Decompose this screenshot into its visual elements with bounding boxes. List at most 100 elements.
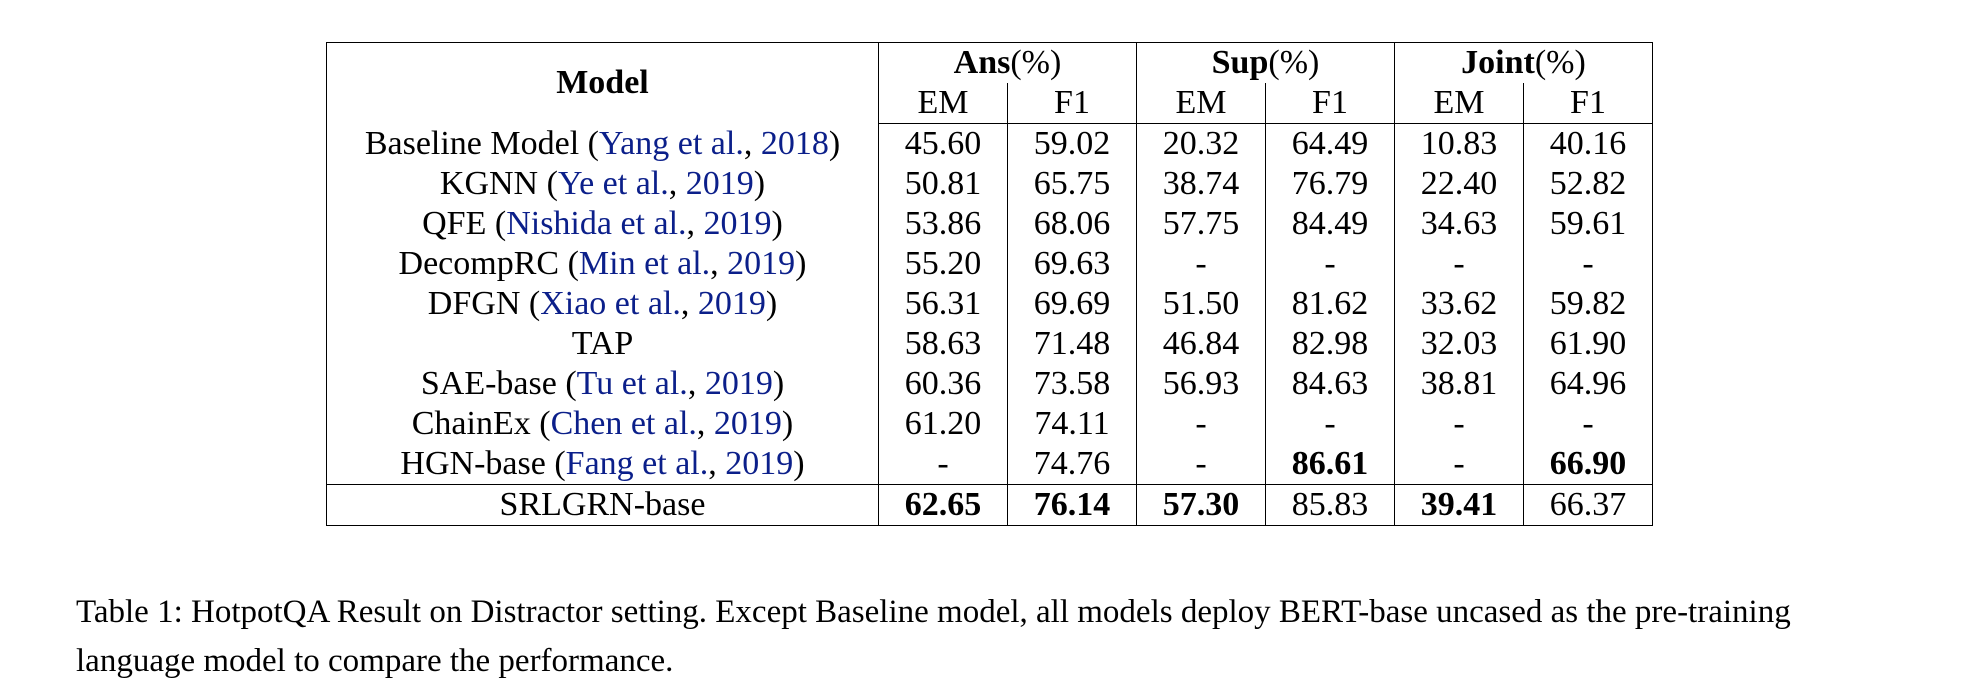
value-cell: 45.60 [904, 125, 982, 162]
value-cell: 22.40 [1420, 165, 1498, 202]
header-group-name: Ans [953, 44, 1011, 81]
value-cell: 64.96 [1523, 364, 1653, 404]
value-cell: 69.63 [1007, 244, 1137, 284]
citation-author-link[interactable]: Chen et al. [550, 405, 697, 442]
value-cell: 59.02 [1007, 123, 1137, 164]
value-cell: 68.06 [1007, 204, 1137, 244]
table-row: ChainEx (Chen et al., 2019) 61.20 74.11 - - -… [326, 404, 1653, 444]
citation-author-link[interactable]: Nishida et al. [506, 205, 687, 242]
value-cell: 73.58 [1007, 364, 1137, 404]
table-row: KGNN (Ye et al., 2019) 50.81 65.75 38.74 76.… [326, 164, 1653, 204]
subheader-f1: F1 [1007, 83, 1137, 124]
table-row-final: SRLGRN-base 62.65 76.14 57.30 85.83 39.41 66.3… [326, 484, 1653, 526]
citation-year-link[interactable]: 2019 [703, 205, 772, 242]
value-cell: - [1265, 404, 1395, 444]
value-cell: - [1136, 444, 1266, 485]
model-name: DecompRC [398, 245, 560, 282]
value-cell: 50.81 [904, 165, 982, 202]
value-cell: 53.86 [904, 205, 982, 242]
value-cell: 55.20 [904, 245, 982, 282]
model-name: KGNN [439, 165, 539, 202]
citation-author-link[interactable]: Min et al. [578, 245, 711, 282]
model-cell: TAP [326, 324, 879, 364]
value-cell: - [878, 444, 1008, 485]
citation-author-link[interactable]: Xiao et al. [540, 285, 681, 322]
value-cell: 76.79 [1265, 164, 1395, 204]
value-cell: 56.93 [1162, 365, 1240, 402]
header-group-sup: Sup(%) [1136, 42, 1395, 83]
header-model: Model [326, 42, 879, 124]
value-cell: 74.76 [1007, 444, 1137, 485]
value-cell: 76.14 [1007, 484, 1137, 526]
value-cell: 57.75 [1162, 205, 1240, 242]
value-cell: - [1265, 244, 1395, 284]
value-cell: - [1394, 444, 1524, 485]
model-name: ChainEx [411, 405, 531, 442]
citation-year-link[interactable]: 2019 [713, 405, 782, 442]
value-cell: 61.90 [1523, 324, 1653, 364]
value-cell: 74.11 [1007, 404, 1137, 444]
model-cell: QFE (Nishida et al., 2019) [326, 204, 879, 244]
model-cell: HGN-base (Fang et al., 2019) [326, 444, 879, 485]
value-cell: 82.98 [1265, 324, 1395, 364]
value-cell: 60.36 [904, 365, 982, 402]
model-name: DFGN [427, 285, 521, 322]
value-cell: 52.82 [1523, 164, 1653, 204]
header-group-unit: (%) [1010, 44, 1062, 81]
value-cell: 69.69 [1007, 284, 1137, 324]
value-cell: 32.03 [1420, 325, 1498, 362]
citation-year-link[interactable]: 2019 [704, 365, 773, 402]
header-group-ans: Ans(%) [878, 42, 1137, 83]
table-caption: Table 1: HotpotQA Result on Distractor s… [76, 594, 1791, 679]
header-group-name: Sup [1211, 44, 1269, 81]
citation-author-link[interactable]: Fang et al. [565, 445, 709, 482]
model-name: SRLGRN-base [326, 484, 879, 526]
table-row: DFGN (Xiao et al., 2019) 56.31 69.69 51.50 8… [326, 284, 1653, 324]
value-cell: - [1523, 404, 1653, 444]
value-cell: 51.50 [1162, 285, 1240, 322]
subheader-em: EM [1394, 83, 1524, 124]
value-cell: 85.83 [1265, 484, 1395, 526]
value-cell: 57.30 [1136, 484, 1266, 526]
citation-year-link[interactable]: 2019 [697, 285, 766, 322]
model-cell: KGNN (Ye et al., 2019) [326, 164, 879, 204]
model-cell: ChainEx (Chen et al., 2019) [326, 404, 879, 444]
value-cell: 84.63 [1265, 364, 1395, 404]
value-cell: - [1195, 245, 1207, 282]
citation-author-link[interactable]: Yang et al. [599, 124, 744, 162]
subheader-em: EM [878, 83, 1008, 124]
model-name: HGN-base [400, 445, 546, 482]
model-name: QFE [422, 205, 487, 242]
value-cell: - [1195, 405, 1207, 442]
citation-year-link[interactable]: 2019 [685, 165, 754, 202]
citation-author-link[interactable]: Ye et al. [557, 165, 669, 202]
value-cell: 81.62 [1265, 284, 1395, 324]
value-cell: 38.74 [1162, 165, 1240, 202]
value-cell: 39.41 [1394, 484, 1524, 526]
model-name: Baseline Model [364, 124, 580, 162]
table-row: TAP 58.63 71.48 46.84 82.98 32.03 61.90 [326, 324, 1653, 364]
citation-author-link[interactable]: Tu et al. [576, 365, 688, 402]
header-group-name: Joint [1461, 44, 1535, 81]
citation-year-link[interactable]: 2019 [727, 245, 796, 282]
value-cell: 38.81 [1420, 365, 1498, 402]
value-cell: 59.82 [1523, 284, 1653, 324]
value-cell: 66.90 [1523, 444, 1653, 485]
value-cell: 62.65 [878, 484, 1008, 526]
value-cell: 84.49 [1265, 204, 1395, 244]
value-cell: 46.84 [1162, 325, 1240, 362]
header-group-unit: (%) [1268, 44, 1320, 81]
value-cell: 10.83 [1420, 125, 1498, 162]
value-cell: 86.61 [1265, 444, 1395, 485]
table-row: QFE (Nishida et al., 2019) 53.86 68.06 57.7… [326, 204, 1653, 244]
value-cell: 71.48 [1007, 324, 1137, 364]
value-cell: - [1453, 405, 1465, 442]
subheader-em: EM [1136, 83, 1266, 124]
model-name: SAE-base [420, 365, 557, 402]
citation-year-link[interactable]: 2018 [760, 124, 829, 162]
citation-year-link[interactable]: 2019 [725, 445, 794, 482]
model-cell: DecompRC (Min et al., 2019) [326, 244, 879, 284]
model-cell: Baseline Model (Yang et al., 2018) [326, 123, 879, 164]
value-cell: 58.63 [904, 325, 982, 362]
value-cell: 66.37 [1523, 484, 1653, 526]
